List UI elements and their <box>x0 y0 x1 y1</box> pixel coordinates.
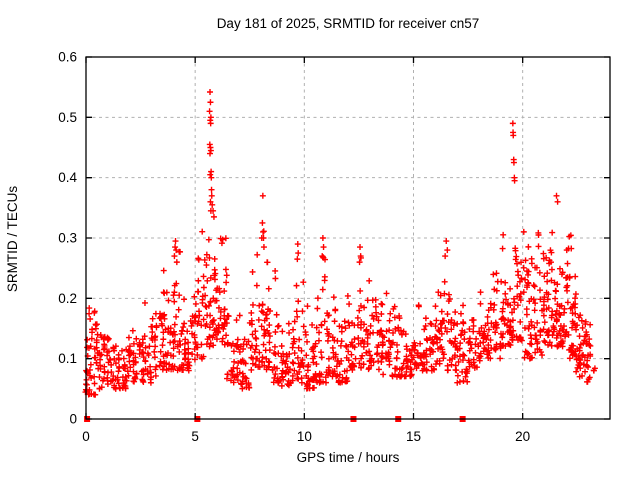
plot-border-and-ticks <box>85 56 611 420</box>
x-tick-label: 15 <box>406 429 421 444</box>
y-tick-label: 0.5 <box>58 110 77 125</box>
y-tick-label: 0.2 <box>58 291 77 306</box>
y-tick-label: 0.4 <box>58 170 77 185</box>
x-tick-label: 10 <box>297 429 312 444</box>
y-tick-label: 0.6 <box>58 50 77 65</box>
chart-title: Day 181 of 2025, SRMTID for receiver cn5… <box>216 16 480 31</box>
tick-labels: 0 5 10 15 20 0 0.1 0.2 0.3 0.4 0.5 0.6 <box>58 50 530 445</box>
scatter-points <box>82 88 598 398</box>
x-tick-label: 20 <box>515 429 530 444</box>
y-tick-label: 0.3 <box>58 231 77 246</box>
x-tick-label: 0 <box>82 429 90 444</box>
y-tick-label: 0.1 <box>58 351 77 366</box>
x-tick-label: 5 <box>191 429 199 444</box>
y-tick-label: 0 <box>69 412 77 427</box>
x-axis-label: GPS time / hours <box>296 450 400 465</box>
